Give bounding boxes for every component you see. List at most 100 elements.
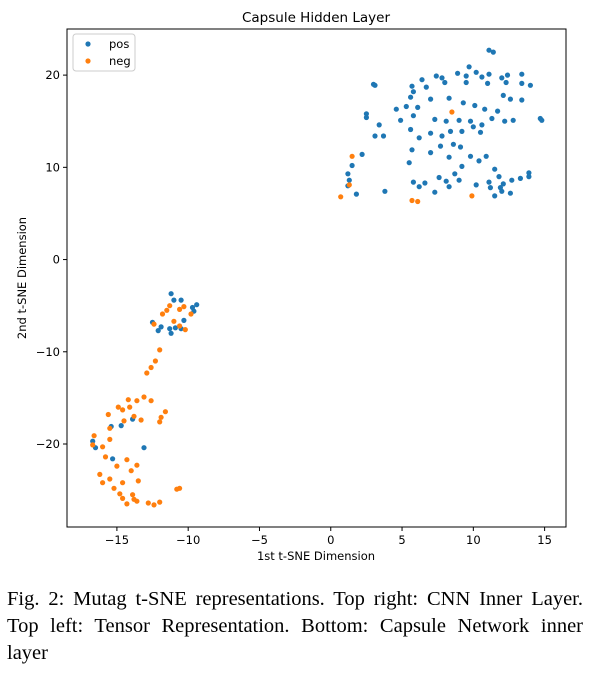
point-neg-46 [128,468,134,474]
point-pos-67 [428,150,434,156]
point-pos-112 [172,325,178,331]
point-pos-13 [409,83,415,89]
point-pos-68 [406,160,412,166]
point-neg-55 [145,500,151,506]
point-neg-22 [134,398,140,404]
y-tick-label: −20 [36,437,60,451]
point-neg-44 [124,457,130,463]
point-neg-37 [90,442,96,448]
point-pos-113 [167,326,173,332]
point-pos-27 [495,108,501,114]
point-pos-104 [168,291,174,297]
point-pos-20 [499,75,505,81]
point-neg-19 [148,364,154,371]
point-pos-60 [459,128,465,134]
point-neg-26 [115,404,121,410]
point-neg-7 [188,311,194,317]
point-neg-47 [135,478,141,484]
point-pos-120 [90,438,96,444]
point-pos-6 [479,74,485,80]
point-pos-97 [382,188,388,194]
point-pos-116 [155,328,161,334]
point-pos-2 [466,64,472,70]
point-pos-95 [507,190,513,196]
point-neg-35 [107,425,113,431]
point-pos-123 [141,445,147,451]
point-pos-22 [519,80,525,86]
point-neg-51 [120,495,126,501]
point-pos-72 [483,153,489,159]
point-pos-19 [485,80,491,86]
plot-area-frame [66,28,567,528]
point-pos-99 [349,162,355,169]
point-neg-29 [138,417,144,423]
y-tick-label: −10 [36,345,60,359]
point-pos-58 [439,133,445,139]
x-tick-label: 0 [327,533,334,547]
point-pos-76 [500,181,506,187]
point-neg-9 [177,306,183,312]
x-tick-label: 15 [537,533,552,547]
point-neg-5 [415,198,421,205]
point-neg-48 [120,480,126,486]
point-pos-65 [437,143,444,149]
point-neg-56 [151,502,157,508]
point-neg-32 [158,414,164,420]
point-pos-91 [487,185,493,191]
point-pos-37 [410,113,416,119]
point-neg-1 [349,153,355,159]
point-neg-10 [167,303,173,309]
point-pos-21 [503,79,509,86]
point-pos-73 [492,166,498,172]
point-pos-122 [110,456,116,462]
point-pos-43 [489,115,495,122]
point-pos-50 [363,111,369,117]
point-neg-8 [181,304,187,310]
legend-marker-neg [85,58,91,64]
point-neg-18 [152,358,158,364]
point-pos-49 [372,82,378,88]
point-pos-82 [452,171,458,177]
point-pos-75 [496,174,502,180]
point-pos-103 [353,191,359,197]
scatter-chart: Capsule Hidden Layer −15 −10 −5 0 5 10 15 −20−… [15,10,567,563]
point-neg-31 [162,409,168,415]
x-tick-label: 5 [398,533,405,547]
point-pos-4 [463,73,469,79]
point-pos-38 [432,116,438,122]
point-neg-49 [111,485,117,491]
point-neg-54 [130,492,136,498]
point-pos-55 [408,126,414,133]
point-pos-107 [194,302,200,308]
point-pos-110 [181,317,187,323]
point-pos-8 [504,72,511,78]
point-pos-41 [467,118,474,124]
point-pos-85 [422,180,428,186]
point-pos-36 [398,117,404,123]
point-neg-60 [100,480,106,486]
point-neg-23 [125,397,131,403]
point-pos-119 [118,423,124,429]
point-pos-83 [443,178,449,184]
point-pos-52 [376,122,382,128]
point-pos-25 [507,96,513,102]
point-pos-87 [416,184,422,190]
y-axis-ticks: −20 −10 0 10 20 [36,68,67,451]
point-pos-47 [539,117,545,123]
point-pos-1 [490,49,496,55]
x-tick-label: −15 [105,533,129,547]
point-pos-10 [439,75,445,81]
point-pos-32 [428,96,434,102]
point-neg-16 [151,321,157,327]
point-neg-43 [102,454,109,460]
y-tick-label: 0 [53,253,60,267]
point-neg-13 [171,318,177,324]
point-pos-11 [419,77,425,83]
point-neg-38 [100,444,106,450]
point-neg-3 [346,182,352,188]
point-pos-90 [473,182,479,188]
point-neg-45 [134,462,140,468]
point-neg-20 [144,370,150,376]
series-neg-points [90,109,475,508]
point-pos-98 [359,151,365,157]
